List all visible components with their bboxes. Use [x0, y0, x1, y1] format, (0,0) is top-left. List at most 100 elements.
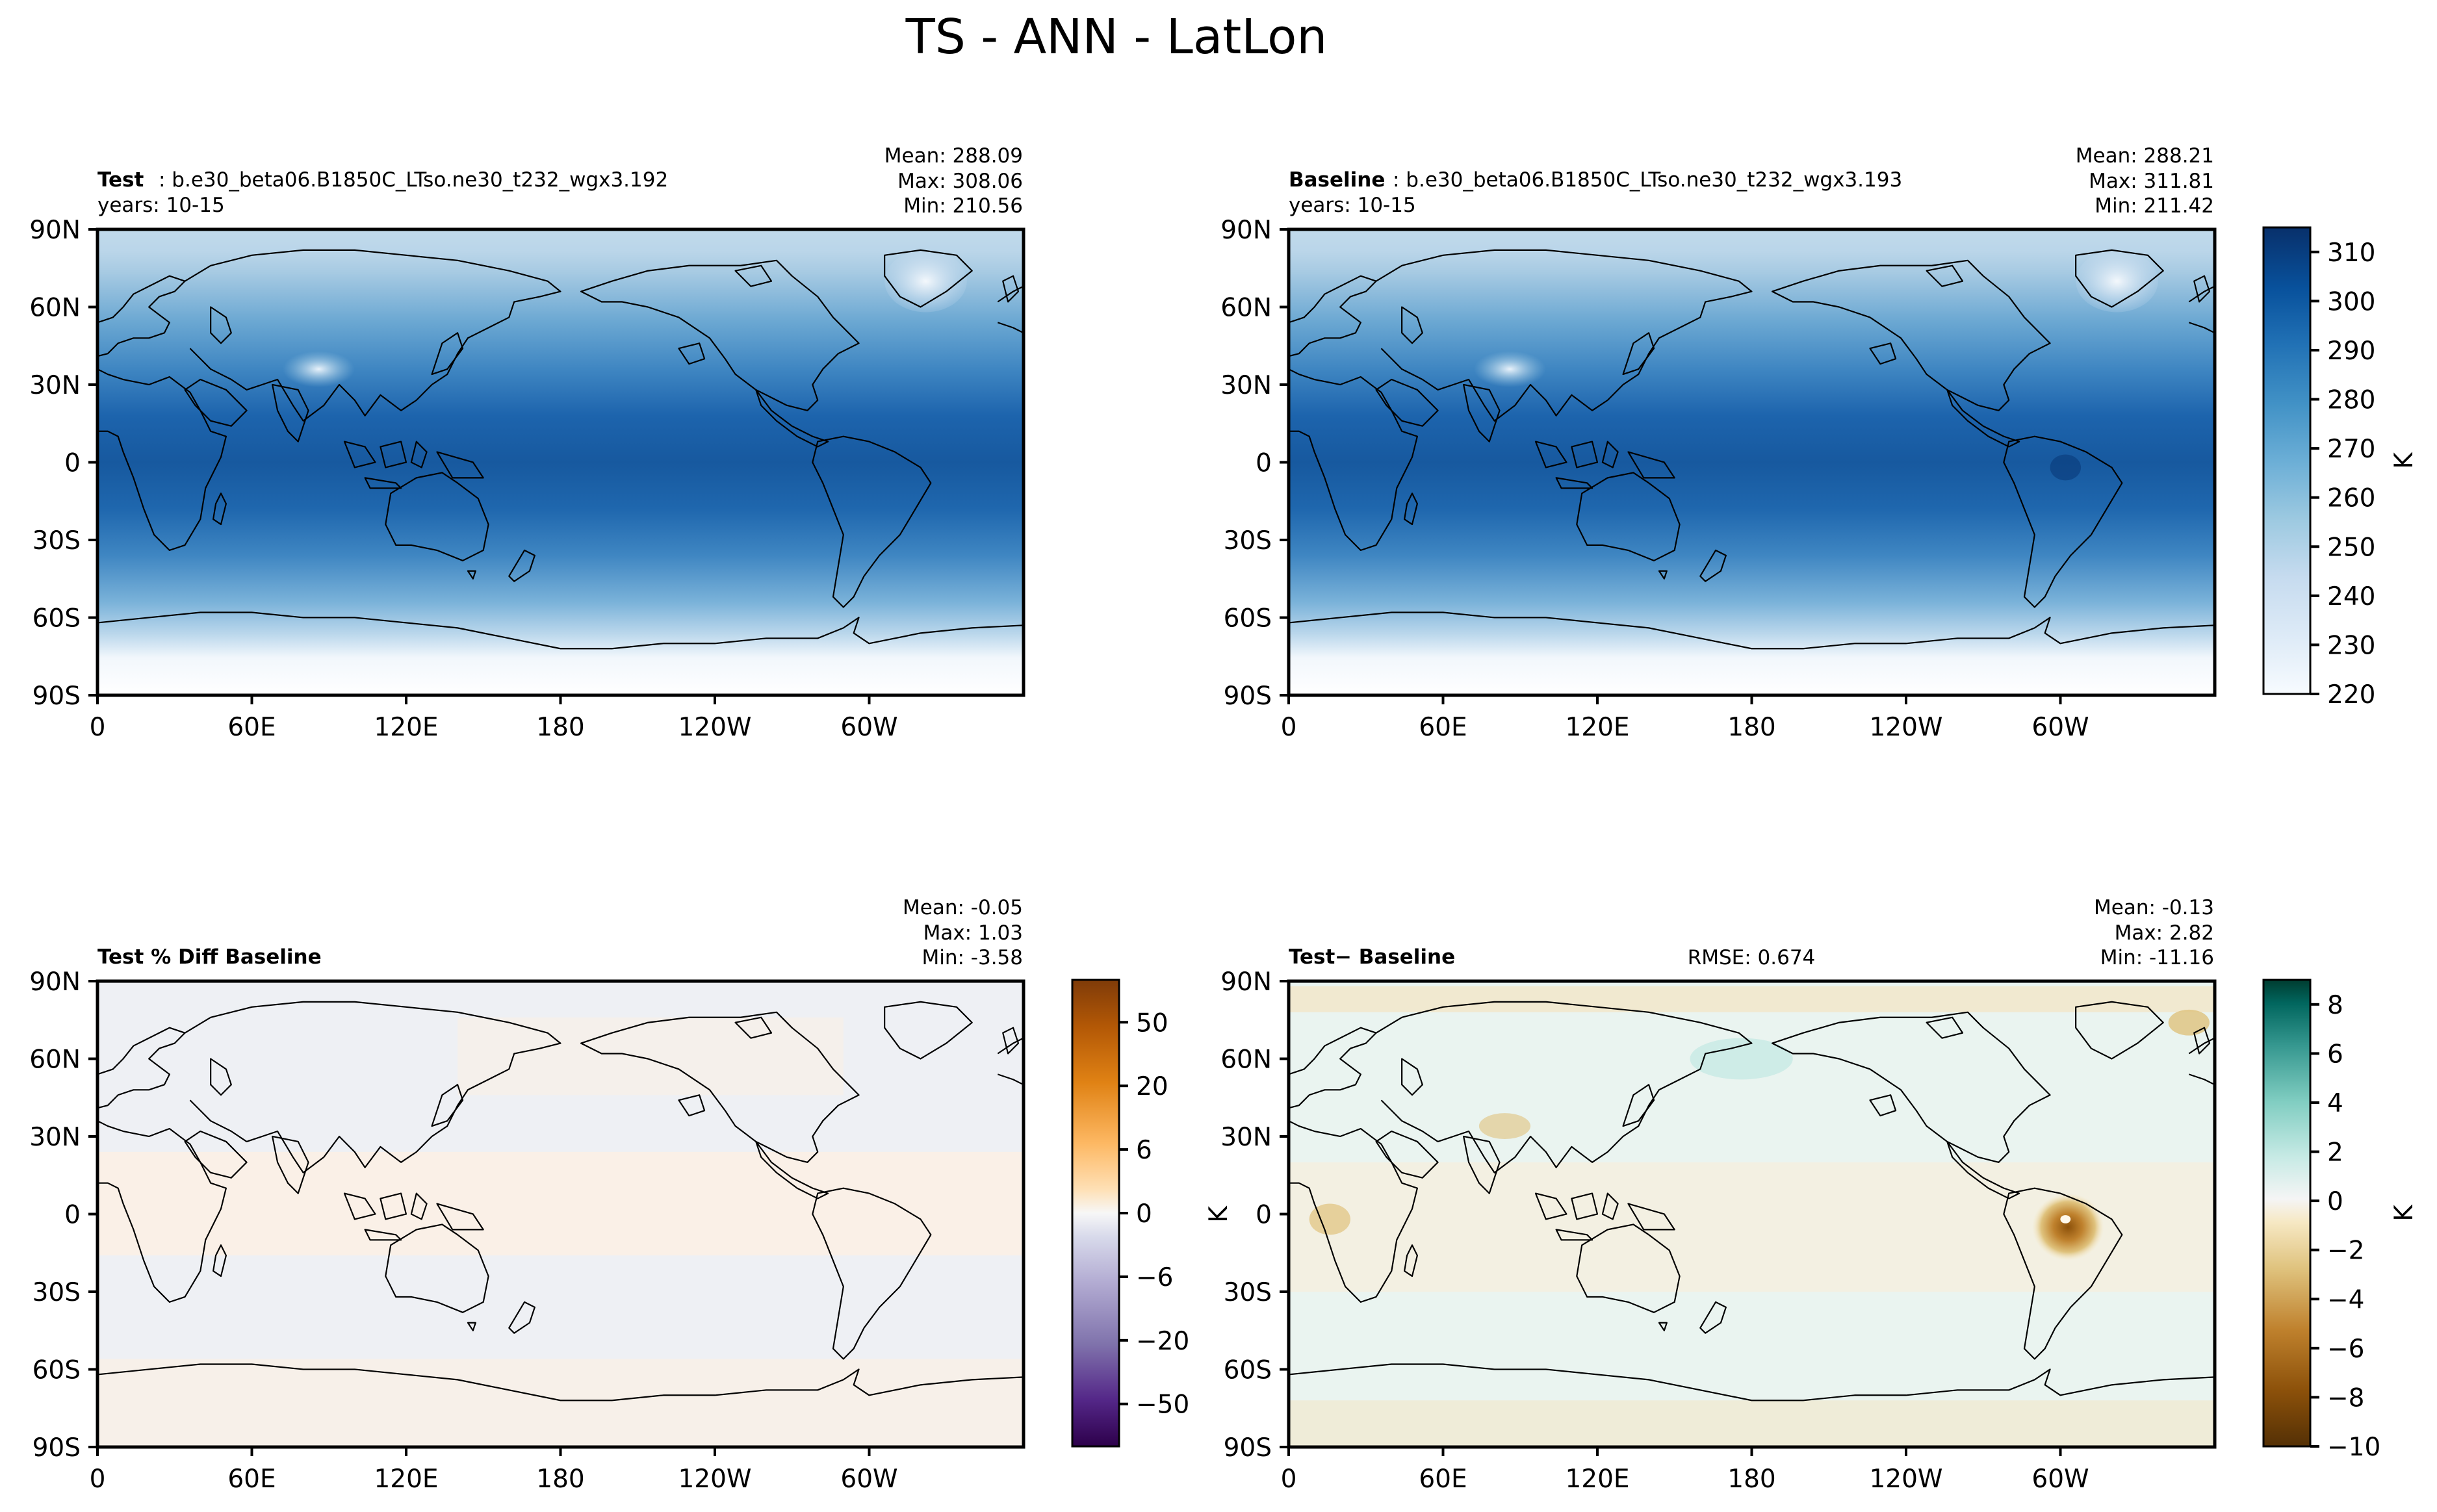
test-xtick-label: 60W [840, 713, 897, 742]
test-ytick-label: 0 [64, 449, 81, 478]
colorbar-abs-diff-label: K [2390, 1204, 2419, 1222]
absdiff-greenland-spot [2168, 1009, 2210, 1036]
test-xtick-label: 120W [678, 713, 751, 742]
pctdiff-ytick-label: 0 [64, 1201, 81, 1230]
pctdiff-xtick-label: 0 [90, 1465, 106, 1494]
baseline-years: years: 10-15 [1289, 194, 1416, 217]
test-greenland-cold-spot [884, 250, 967, 313]
pctdiff-ytick-label: 60N [29, 1045, 81, 1075]
absdiff-xtick-label: 60W [2031, 1465, 2089, 1494]
colorbar-temperature-tick-label: 290 [2327, 337, 2375, 366]
colorbar-pct-diff-fill [1071, 979, 1120, 1448]
absdiff-label-bold: Test [1289, 945, 1335, 969]
pctdiff-xtick-label: 180 [536, 1465, 584, 1494]
baseline-xtick-label: 180 [1727, 713, 1775, 742]
baseline-map [1287, 229, 2215, 695]
absdiff-asia-spot [1478, 1113, 1531, 1139]
baseline-label-rest: : b.e30_beta06.B1850C_LTso.ne30_t232_wgx… [1393, 168, 1902, 192]
test-ytick-label: 30S [32, 526, 81, 556]
pctdiff-ytick-label: 90S [32, 1433, 81, 1463]
pctdiff-tropical-band [97, 1151, 1024, 1256]
test-xtick-label: 180 [536, 713, 584, 742]
absdiff-ytick-label: 0 [1256, 1201, 1272, 1230]
absdiff-ytick-label: 90N [1220, 967, 1272, 997]
baseline-ytick-label: 90S [1224, 682, 1272, 711]
pctdiff-ytick-label: 30N [29, 1123, 81, 1152]
colorbar-temperature-tick-label: 280 [2327, 386, 2375, 415]
absdiff-antarctic-band [1289, 1400, 2215, 1447]
baseline-ytick-label: 60N [1220, 294, 1272, 323]
panel-test: Test : b.e30_beta06.B1850C_LTso.ne30_t23… [96, 144, 1025, 697]
colorbar-abs-diff-tick-label: −10 [2327, 1433, 2380, 1462]
test-label-rest: : b.e30_beta06.B1850C_LTso.ne30_t232_wgx… [159, 168, 668, 192]
colorbar-pct-diff-tick-label: 20 [1136, 1072, 1168, 1101]
panel-baseline: Baseline : b.e30_beta06.B1850C_LTso.ne30… [1287, 144, 2217, 697]
baseline-xtick-label: 60E [1419, 713, 1467, 742]
baseline-xtick-label: 120W [1869, 713, 1942, 742]
pctdiff-xtick-label: 60E [227, 1465, 276, 1494]
test-ytick-label: 90N [29, 216, 81, 245]
test-ytick-label: 90S [32, 682, 81, 711]
absdiff-siberia-spot [1690, 1038, 1793, 1080]
figure-title: TS - ANN - LatLon [905, 9, 1328, 65]
absdiff-ytick-label: 60S [1224, 1356, 1272, 1385]
baseline-tibet-cold-spot [1473, 351, 1546, 387]
test-stat-mean: Mean: 288.09 [884, 144, 1023, 168]
test-stat-min: Min: 210.56 [903, 194, 1023, 218]
test-ytick-label: 60N [29, 294, 81, 323]
pctdiff-map [96, 981, 1024, 1447]
pctdiff-north-band [458, 1017, 844, 1096]
absdiff-rmse: RMSE: 0.674 [1688, 946, 1816, 969]
absdiff-arctic-band [1289, 986, 2215, 1012]
colorbar-pct-diff-tick-label: −6 [1136, 1263, 1174, 1292]
colorbar-pct-diff-tick-label: 6 [1136, 1136, 1152, 1165]
colorbar-abs-diff-tick-label: −8 [2327, 1383, 2365, 1413]
absdiff-y-label: K [1204, 1205, 1233, 1223]
pctdiff-xtick-label: 60W [840, 1465, 897, 1494]
baseline-ytick-label: 90N [1220, 216, 1272, 245]
colorbar-temperature-tick-label: 300 [2327, 287, 2375, 316]
test-map [96, 229, 1024, 695]
test-tibet-cold-spot [282, 351, 355, 387]
absdiff-brazil-core [2060, 1215, 2071, 1224]
pctdiff-south-band [97, 1359, 1024, 1447]
colorbar-abs-diff-tick-label: −4 [2327, 1285, 2365, 1314]
colorbar-pct-diff-tick-label: 0 [1136, 1199, 1152, 1229]
baseline-stat-mean: Mean: 288.21 [2076, 144, 2214, 168]
colorbar-pct-diff: 50 20 6 0 −6 −20 −50 [1071, 979, 1189, 1448]
colorbar-temperature-tick-label: 230 [2327, 631, 2375, 660]
absdiff-stat-mean: Mean: -0.13 [2094, 896, 2214, 919]
pctdiff-xtick-label: 120W [678, 1465, 751, 1494]
panel-pct-diff: Test % Diff Baseline Mean: -0.05 Max: 1.… [96, 896, 1025, 1449]
baseline-ytick-label: 0 [1256, 449, 1272, 478]
absdiff-ytick-label: 30N [1220, 1123, 1272, 1152]
absdiff-ytick-label: 90S [1224, 1433, 1272, 1463]
pctdiff-ytick-label: 60S [32, 1356, 81, 1385]
colorbar-abs-diff: 8 6 4 2 0 −2 −4 −6 −8 −10 K [2262, 979, 2419, 1462]
colorbar-abs-diff-tick-label: −6 [2327, 1335, 2365, 1364]
absdiff-brazil-warm-bias [2031, 1193, 2104, 1261]
absdiff-label-rest: − Baseline [1335, 945, 1455, 969]
absdiff-africa-spot [1309, 1203, 1350, 1235]
pctdiff-stat-max: Max: 1.03 [923, 921, 1023, 945]
colorbar-temperature-tick-label: 240 [2327, 582, 2375, 611]
baseline-ytick-label: 30N [1220, 371, 1272, 400]
colorbar-pct-diff-tick-label: 50 [1136, 1008, 1168, 1038]
pctdiff-xtick-label: 120E [374, 1465, 438, 1494]
colorbar-abs-diff-fill [2262, 979, 2312, 1448]
test-arctic-band [97, 229, 1024, 250]
absdiff-map [1287, 981, 2215, 1447]
baseline-amazon-warm-spot [2050, 454, 2082, 481]
absdiff-xtick-label: 120E [1565, 1465, 1629, 1494]
test-ytick-label: 30N [29, 371, 81, 400]
absdiff-xtick-label: 180 [1727, 1465, 1775, 1494]
absdiff-ytick-label: 60N [1220, 1045, 1272, 1075]
test-stat-max: Max: 308.06 [897, 170, 1023, 193]
baseline-greenland-cold-spot [2076, 250, 2158, 313]
test-label-bold: Test [97, 168, 144, 192]
pctdiff-ytick-label: 90N [29, 967, 81, 997]
colorbar-temperature-tick-label: 260 [2327, 484, 2375, 513]
baseline-stat-min: Min: 211.42 [2095, 194, 2214, 218]
panel-abs-diff: Test − Baseline RMSE: 0.674 Mean: -0.13 … [1204, 896, 2217, 1449]
